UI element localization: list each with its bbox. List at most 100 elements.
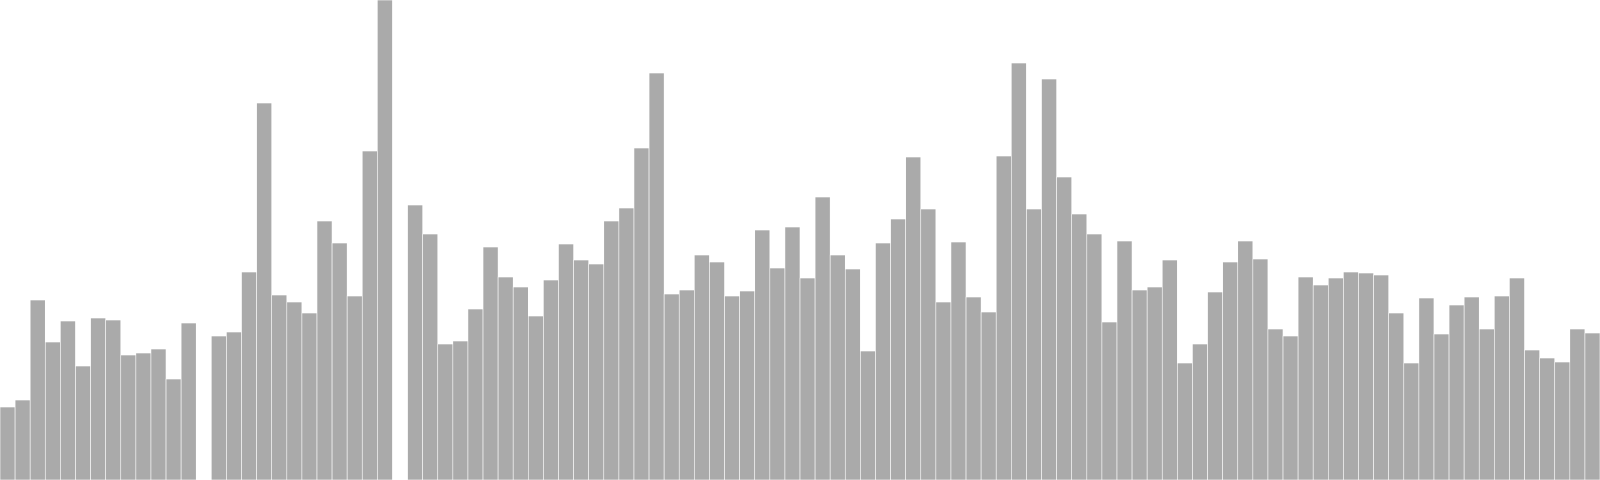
bar-54 (814, 196, 831, 480)
bar-43 (648, 72, 665, 480)
bar-84 (1267, 328, 1284, 480)
bar-23 (346, 295, 363, 480)
bar-47 (709, 261, 725, 480)
bar-86 (1297, 276, 1314, 480)
bar-39 (588, 263, 605, 480)
bar-90 (1358, 272, 1374, 480)
bar-14 (211, 335, 227, 480)
bar-29 (437, 343, 454, 480)
bar-3 (44, 341, 61, 480)
bar-34 (512, 286, 529, 480)
bar-44 (663, 293, 680, 480)
bar-8 (120, 354, 137, 480)
bar-10 (150, 348, 167, 480)
bar-82 (1237, 240, 1254, 480)
bar-4 (60, 320, 76, 480)
bar-25 (377, 0, 393, 480)
bar-93 (1403, 362, 1420, 480)
bar-2 (29, 299, 46, 480)
bar-60 (905, 156, 922, 480)
bar-22 (331, 242, 348, 480)
bar-64 (965, 296, 982, 480)
bar-88 (1328, 277, 1344, 480)
bar-30 (452, 340, 469, 480)
bar-92 (1388, 312, 1405, 480)
bar-95 (1433, 333, 1450, 480)
bar-16 (241, 271, 257, 480)
bar-51 (769, 267, 786, 480)
bar-103 (1554, 361, 1571, 480)
bar-27 (407, 204, 423, 480)
bar-46 (694, 254, 710, 480)
bar-24 (361, 150, 378, 480)
bar-55 (829, 254, 846, 480)
bar-56 (844, 268, 861, 480)
bar-35 (527, 315, 544, 480)
bar-50 (754, 229, 771, 480)
bar-5 (75, 365, 91, 480)
bar-49 (739, 290, 756, 480)
bar-17 (256, 102, 272, 480)
bar-7 (105, 319, 122, 480)
bar-9 (135, 352, 152, 480)
bar-96 (1448, 304, 1465, 480)
bar-76 (1146, 286, 1163, 480)
bar-67 (1011, 62, 1027, 480)
bar-15 (226, 331, 242, 480)
bar-21 (316, 220, 333, 480)
bar-42 (633, 147, 650, 480)
bar-32 (482, 246, 499, 480)
bar-31 (467, 308, 484, 480)
bar-101 (1524, 349, 1540, 480)
bar-52 (784, 226, 801, 480)
bar-0 (0, 406, 16, 480)
bar-63 (950, 241, 967, 480)
bar-99 (1494, 295, 1510, 480)
bar-68 (1026, 208, 1042, 480)
bar-83 (1252, 258, 1269, 480)
bar-57 (860, 350, 876, 480)
bar-19 (286, 301, 303, 480)
bar-38 (573, 259, 589, 480)
bar-36 (543, 279, 559, 480)
bar-59 (890, 218, 906, 480)
bar-65 (980, 311, 997, 480)
bar-41 (618, 207, 635, 480)
bar-45 (678, 289, 695, 480)
bar-87 (1312, 284, 1329, 480)
bar-48 (724, 295, 740, 480)
bar-97 (1463, 296, 1480, 480)
bar-71 (1071, 213, 1088, 480)
bar-74 (1116, 240, 1133, 480)
bar-6 (90, 317, 106, 480)
bar-80 (1207, 291, 1223, 480)
bar-89 (1343, 271, 1359, 480)
bar-66 (995, 155, 1012, 480)
bar-70 (1056, 176, 1072, 480)
bar-1 (14, 399, 31, 480)
bar-78 (1177, 362, 1193, 480)
bar-91 (1373, 274, 1389, 480)
bar-104 (1569, 328, 1586, 480)
bar-58 (875, 242, 891, 480)
bar-53 (799, 277, 816, 480)
bar-33 (497, 276, 514, 480)
bar-98 (1478, 328, 1495, 480)
bar-81 (1222, 261, 1239, 480)
bar-69 (1041, 78, 1057, 480)
bar-18 (271, 294, 288, 480)
bar-62 (935, 301, 952, 480)
bar-94 (1418, 297, 1435, 480)
bar-12 (180, 322, 197, 480)
bar-77 (1161, 259, 1178, 480)
bar-20 (301, 312, 318, 480)
bar-100 (1509, 277, 1525, 480)
bar-72 (1086, 233, 1103, 480)
bar-75 (1131, 289, 1148, 480)
bar-79 (1192, 343, 1208, 480)
bar-73 (1101, 321, 1118, 480)
bar-61 (920, 208, 937, 480)
bar-40 (603, 220, 620, 480)
